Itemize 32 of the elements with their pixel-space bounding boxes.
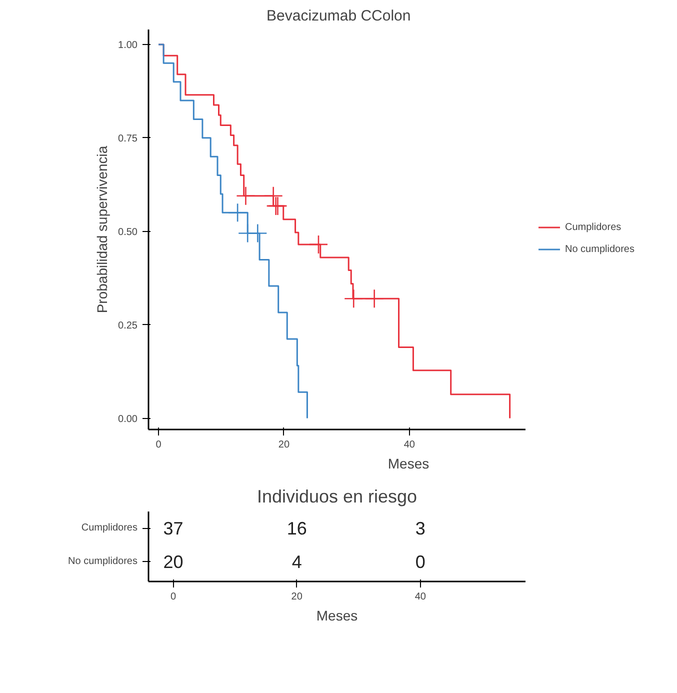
data-label: 37	[163, 518, 184, 539]
point	[264, 186, 283, 206]
x-tick-label: 0	[156, 440, 162, 450]
x-axis-title: Meses	[388, 456, 430, 472]
y-axis-title: Probabilidad supervivencia	[94, 146, 110, 314]
chart-title: Bevacizumab CColon	[266, 8, 411, 24]
y-tick-label: 1.00	[118, 40, 138, 51]
point	[236, 186, 256, 206]
x-tick-label: 20	[291, 592, 303, 602]
x-tick-label: 20	[278, 440, 290, 450]
point	[344, 289, 364, 308]
y-tick-label: 0.50	[118, 226, 138, 238]
data-label: 16	[286, 518, 307, 539]
y-tick-label: 0.75	[118, 133, 138, 144]
data-label: 0	[415, 552, 426, 572]
point	[308, 234, 328, 254]
y-tick-label: 0.00	[118, 414, 138, 425]
x-tick-label: 40	[414, 592, 426, 602]
x-axis-title: Meses	[316, 608, 358, 624]
legend-label: No cumplidores	[565, 244, 634, 254]
y-tick-label: Cumplidores	[81, 522, 138, 534]
point	[364, 289, 384, 308]
point	[228, 203, 248, 222]
x-tick-label: 0	[170, 592, 176, 602]
chart-title: Individuos en riesgo	[256, 486, 418, 506]
data-label: 4	[292, 552, 302, 572]
x-tick-label: 40	[404, 440, 416, 450]
y-tick-label: No cumplidores	[68, 556, 138, 567]
data-label: 3	[415, 518, 426, 539]
data-label: 20	[163, 552, 184, 572]
y-tick-label: 0.25	[118, 320, 138, 332]
legend-label: Cumplidores	[565, 222, 622, 232]
